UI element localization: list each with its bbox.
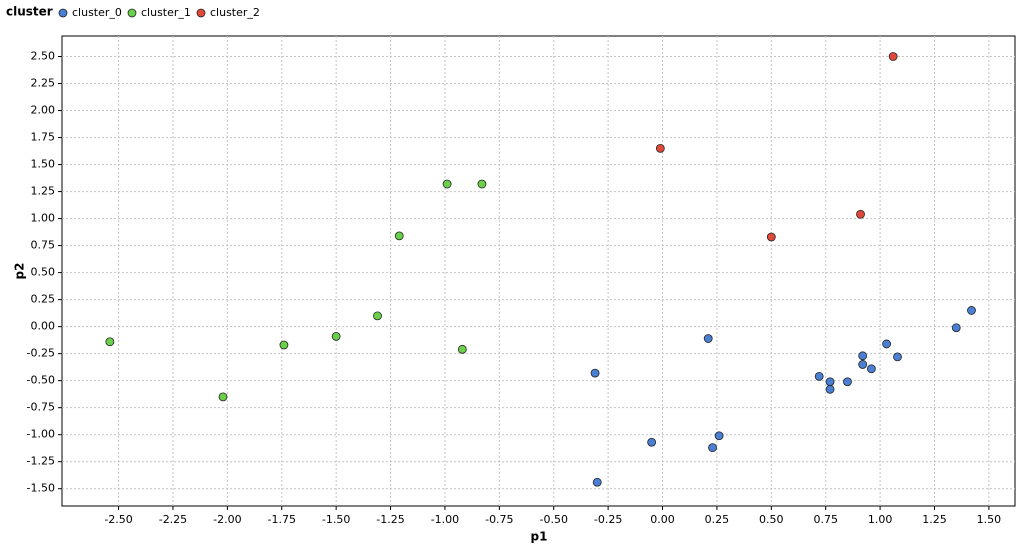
x-tick-label: -1.50: [322, 513, 350, 526]
y-tick-label: 0.75: [31, 239, 56, 252]
x-tick-label: 0.50: [759, 513, 784, 526]
y-tick-label: 1.50: [31, 158, 56, 171]
point: [394, 231, 404, 241]
point: [703, 334, 713, 343]
point: [442, 179, 452, 189]
point: [647, 437, 657, 447]
x-tick-label: 0.00: [650, 513, 675, 526]
x-tick-label: 0.25: [705, 513, 730, 526]
point: [714, 431, 724, 441]
x-tick-label: -2.00: [213, 513, 241, 526]
y-axis-label: p2: [13, 263, 27, 280]
x-tick-label: -0.25: [594, 513, 622, 526]
point: [655, 143, 665, 153]
y-tick-label: 0.50: [31, 266, 56, 279]
y-tick-label: 1.25: [31, 185, 56, 198]
point: [592, 477, 602, 487]
plot-area: [61, 35, 1016, 507]
point: [373, 311, 382, 321]
legend-label: cluster_0: [72, 6, 122, 19]
y-tick-label: 2.25: [31, 77, 56, 90]
x-tick-label: -1.25: [376, 513, 404, 526]
x-tick-label: 0.75: [813, 513, 838, 526]
y-tick-label: 2.50: [31, 50, 56, 63]
y-tick-label: -1.25: [27, 455, 55, 468]
legend-title: cluster: [6, 5, 53, 19]
point: [814, 371, 824, 381]
point: [843, 377, 852, 387]
point: [279, 340, 289, 350]
point: [708, 443, 717, 453]
y-tick-label: -0.25: [27, 347, 55, 360]
point: [477, 179, 487, 189]
point: [825, 377, 835, 387]
legend-label: cluster_1: [141, 6, 191, 19]
point: [951, 323, 961, 333]
y-tick-label: 0.25: [31, 293, 56, 306]
point: [218, 392, 228, 402]
point: [457, 344, 467, 354]
x-tick-label: -2.50: [104, 513, 132, 526]
point: [825, 384, 835, 394]
x-tick-label: -1.75: [268, 513, 296, 526]
legend-marker: [127, 8, 137, 18]
x-tick-label: -0.75: [485, 513, 513, 526]
y-tick-label: -1.00: [27, 428, 55, 441]
point: [590, 368, 600, 378]
point: [858, 360, 868, 369]
point: [893, 352, 902, 362]
point: [331, 331, 341, 341]
point: [967, 306, 976, 315]
legend-marker: [58, 8, 68, 18]
y-tick-label: 1.75: [31, 131, 56, 144]
legend-marker: [196, 8, 206, 18]
point: [856, 209, 865, 219]
y-tick-label: 0.00: [31, 320, 56, 333]
y-tick-label: -1.50: [27, 482, 55, 495]
x-tick-label: -0.50: [539, 513, 567, 526]
point: [888, 52, 898, 61]
x-tick-label: -2.25: [159, 513, 187, 526]
y-tick-label: 2.00: [31, 104, 56, 117]
x-tick-label: 1.25: [922, 513, 947, 526]
x-tick-label: 1.50: [977, 513, 1002, 526]
y-tick-label: 1.00: [31, 212, 56, 225]
legend-label: cluster_2: [210, 6, 260, 19]
point: [866, 364, 876, 374]
x-tick-label: 1.00: [868, 513, 893, 526]
point: [766, 232, 776, 242]
point: [105, 337, 115, 347]
x-axis-label: p1: [531, 530, 548, 544]
x-tick-label: -1.00: [431, 513, 459, 526]
y-tick-label: -0.50: [27, 374, 55, 387]
point: [882, 339, 892, 349]
point: [858, 351, 868, 361]
y-tick-label: -0.75: [27, 401, 55, 414]
